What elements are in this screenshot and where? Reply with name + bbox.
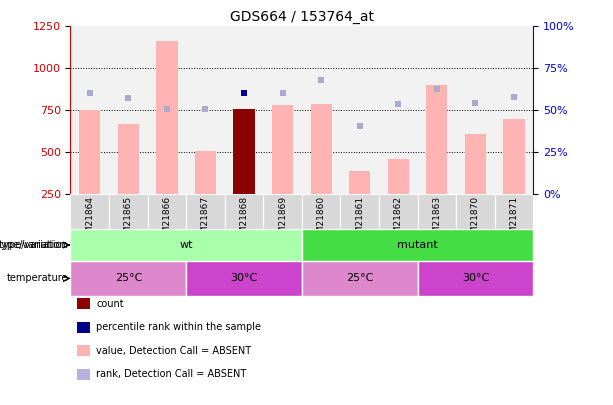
Text: percentile rank within the sample: percentile rank within the sample [96, 322, 261, 332]
Text: GSM21866: GSM21866 [162, 196, 172, 245]
Bar [148, 194, 186, 229]
Text: GSM21869: GSM21869 [278, 196, 287, 245]
Bar [109, 194, 148, 229]
Text: genotype/variation: genotype/variation [0, 240, 66, 250]
Bar [465, 134, 486, 194]
Text: 30°C: 30°C [230, 273, 257, 283]
Text: temperature: temperature [7, 273, 68, 283]
Bar [118, 124, 139, 194]
Text: mutant: mutant [397, 240, 438, 250]
Bar [417, 194, 456, 229]
Text: GSM21870: GSM21870 [471, 196, 480, 245]
Bar [503, 119, 525, 194]
Bar [79, 111, 101, 194]
Bar [234, 109, 254, 194]
Bar [264, 194, 302, 229]
Bar [340, 194, 379, 229]
Text: GSM21860: GSM21860 [317, 196, 326, 245]
Text: GSM21864: GSM21864 [85, 196, 94, 245]
Bar [302, 194, 340, 229]
Text: 25°C: 25°C [346, 273, 373, 283]
Bar [195, 151, 216, 194]
Bar [156, 40, 178, 194]
Text: GSM21867: GSM21867 [201, 196, 210, 245]
Bar [70, 261, 186, 296]
Text: GSM21861: GSM21861 [356, 196, 364, 245]
Text: GSM21862: GSM21862 [394, 196, 403, 245]
Text: count: count [96, 299, 124, 309]
Bar [186, 194, 225, 229]
Title: GDS664 / 153764_at: GDS664 / 153764_at [230, 10, 374, 24]
Bar [387, 159, 409, 194]
Text: rank, Detection Call = ABSENT: rank, Detection Call = ABSENT [96, 369, 246, 379]
Bar [302, 229, 533, 261]
Text: GSM21868: GSM21868 [240, 196, 248, 245]
Bar [456, 194, 495, 229]
Bar [349, 171, 370, 194]
Text: wt: wt [180, 240, 193, 250]
Bar [426, 85, 447, 194]
Bar [495, 194, 533, 229]
Bar [225, 194, 264, 229]
Text: 30°C: 30°C [462, 273, 489, 283]
Bar [379, 194, 417, 229]
Text: GSM21865: GSM21865 [124, 196, 133, 245]
Bar [70, 229, 302, 261]
Text: GSM21863: GSM21863 [432, 196, 441, 245]
Bar [311, 104, 332, 194]
Text: genotype/variation: genotype/variation [0, 240, 68, 250]
Bar [272, 105, 293, 194]
Text: value, Detection Call = ABSENT: value, Detection Call = ABSENT [96, 346, 251, 356]
Text: GSM21871: GSM21871 [509, 196, 519, 245]
Bar [302, 261, 417, 296]
Bar [417, 261, 533, 296]
Bar [186, 261, 302, 296]
Bar [70, 194, 109, 229]
Text: 25°C: 25°C [115, 273, 142, 283]
